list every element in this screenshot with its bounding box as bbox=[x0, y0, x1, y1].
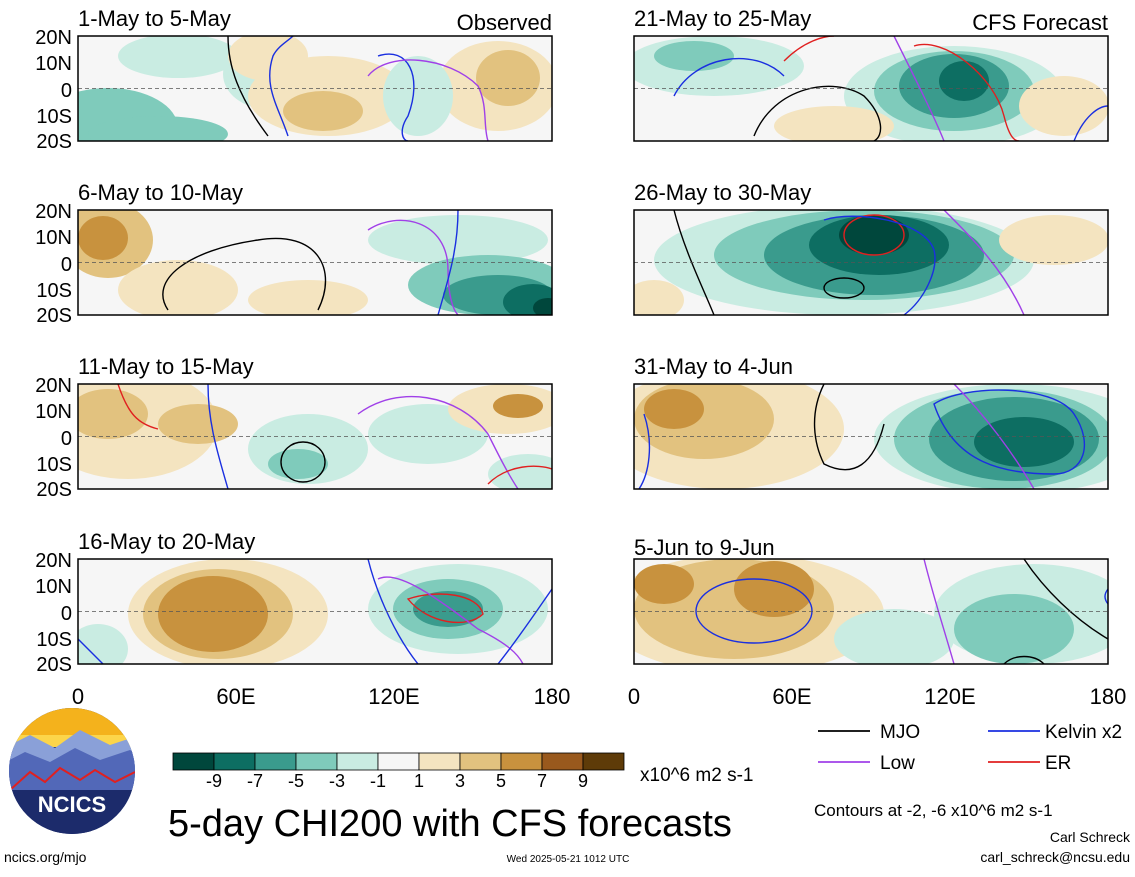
colorbar-swatch bbox=[582, 752, 625, 771]
colorbar-units: x10^6 m2 s-1 bbox=[640, 765, 753, 786]
panel-5-date: 21-May to 25-May bbox=[634, 6, 811, 31]
lon-tick: 120E bbox=[368, 684, 419, 709]
observed-label: Observed bbox=[457, 10, 552, 35]
y-axis-left-3: 20N 10N 0 10S 20S bbox=[35, 375, 72, 501]
author-email: carl_schreck@ncsu.edu bbox=[980, 849, 1130, 865]
lat-tick: 10N bbox=[35, 401, 72, 423]
colorbar-tick: 7 bbox=[537, 771, 547, 791]
lat-tick: 20N bbox=[35, 550, 72, 572]
timestamp: Wed 2025-05-21 1012 UTC bbox=[507, 854, 630, 865]
panel-7 bbox=[633, 383, 1109, 490]
colorbar-tick: -9 bbox=[206, 771, 222, 791]
lon-tick: 60E bbox=[216, 684, 255, 709]
legend-label-kelvin: Kelvin x2 bbox=[1045, 722, 1122, 743]
lat-tick: 10S bbox=[36, 280, 72, 302]
ncics-logo: NCICS bbox=[9, 708, 135, 834]
figure-title: 5-day CHI200 with CFS forecasts bbox=[168, 803, 732, 845]
lon-tick: 180 bbox=[1090, 684, 1127, 709]
colorbar-tick: -3 bbox=[329, 771, 345, 791]
site-url[interactable]: ncics.org/mjo bbox=[4, 849, 87, 865]
legend-label-mjo: MJO bbox=[880, 722, 920, 743]
lat-tick: 10S bbox=[36, 629, 72, 651]
lat-tick: 0 bbox=[61, 80, 72, 102]
lon-tick: 0 bbox=[628, 684, 640, 709]
lat-tick: 20S bbox=[36, 654, 72, 676]
lat-tick: 10N bbox=[35, 576, 72, 598]
colorbar-swatch bbox=[541, 752, 584, 771]
lat-tick: 10N bbox=[35, 53, 72, 75]
x-axis-left: 0 60E 120E 180 bbox=[72, 684, 570, 709]
colorbar-swatch bbox=[418, 752, 461, 771]
colorbar-tick: 5 bbox=[496, 771, 506, 791]
panel-3 bbox=[77, 383, 553, 490]
panel-7-date: 31-May to 4-Jun bbox=[634, 354, 793, 379]
colorbar-tick: 3 bbox=[455, 771, 465, 791]
lat-tick: 20S bbox=[36, 479, 72, 501]
colorbar-swatch bbox=[172, 752, 215, 771]
panel-4-date: 16-May to 20-May bbox=[78, 529, 255, 554]
lat-tick: 20N bbox=[35, 201, 72, 223]
colorbar-ticks: -9 -7 -5 -3 -1 1 3 5 7 9 bbox=[206, 771, 588, 791]
colorbar-swatch bbox=[254, 752, 297, 771]
colorbar-swatch bbox=[213, 752, 256, 771]
colorbar-tick: -1 bbox=[370, 771, 386, 791]
y-axis-left-1: 20N 10N 0 10S 20S bbox=[35, 27, 72, 153]
x-axis-right: 0 60E 120E 180 bbox=[628, 684, 1126, 709]
colorbar-swatch bbox=[500, 752, 543, 771]
lat-tick: 10S bbox=[36, 454, 72, 476]
lat-tick: 0 bbox=[61, 603, 72, 625]
colorbar-swatch bbox=[336, 752, 379, 771]
y-axis-left-2: 20N 10N 0 10S 20S bbox=[35, 201, 72, 327]
colorbar-swatch bbox=[459, 752, 502, 771]
panel-2 bbox=[77, 209, 553, 316]
lat-tick: 20S bbox=[36, 131, 72, 153]
colorbar-tick: -5 bbox=[288, 771, 304, 791]
lat-tick: 20S bbox=[36, 305, 72, 327]
panel-6 bbox=[633, 209, 1109, 316]
lat-tick: 10S bbox=[36, 106, 72, 128]
panel-5 bbox=[633, 35, 1109, 142]
panel-1 bbox=[77, 35, 553, 142]
lat-tick: 20N bbox=[35, 375, 72, 397]
legend-label-low: Low bbox=[880, 753, 915, 774]
lat-tick: 0 bbox=[61, 254, 72, 276]
lon-tick: 0 bbox=[72, 684, 84, 709]
panel-4 bbox=[77, 558, 553, 665]
lon-tick: 120E bbox=[924, 684, 975, 709]
legend-label-er: ER bbox=[1045, 753, 1071, 774]
lon-tick: 180 bbox=[534, 684, 571, 709]
lat-tick: 20N bbox=[35, 27, 72, 49]
contours-note: Contours at -2, -6 x10^6 m2 s-1 bbox=[814, 801, 1053, 820]
lat-tick: 0 bbox=[61, 428, 72, 450]
forecast-label: CFS Forecast bbox=[972, 10, 1108, 35]
colorbar-swatch bbox=[295, 752, 338, 771]
panel-3-date: 11-May to 15-May bbox=[78, 354, 254, 379]
contour-legend: MJO Kelvin x2 Low ER bbox=[818, 722, 1122, 774]
author-name: Carl Schreck bbox=[1050, 829, 1131, 845]
lon-tick: 60E bbox=[772, 684, 811, 709]
panel-8-date: 5-Jun to 9-Jun bbox=[634, 535, 775, 560]
y-axis-left-4: 20N 10N 0 10S 20S bbox=[35, 550, 72, 676]
colorbar-tick: 1 bbox=[414, 771, 424, 791]
colorbar bbox=[172, 752, 625, 771]
lat-tick: 10N bbox=[35, 227, 72, 249]
colorbar-swatch bbox=[377, 752, 420, 771]
logo-text: NCICS bbox=[38, 792, 106, 817]
colorbar-tick: -7 bbox=[247, 771, 263, 791]
panel-2-date: 6-May to 10-May bbox=[78, 180, 243, 205]
colorbar-tick: 9 bbox=[578, 771, 588, 791]
panel-1-date: 1-May to 5-May bbox=[78, 6, 231, 31]
panel-6-date: 26-May to 30-May bbox=[634, 180, 811, 205]
panel-8 bbox=[633, 558, 1109, 665]
